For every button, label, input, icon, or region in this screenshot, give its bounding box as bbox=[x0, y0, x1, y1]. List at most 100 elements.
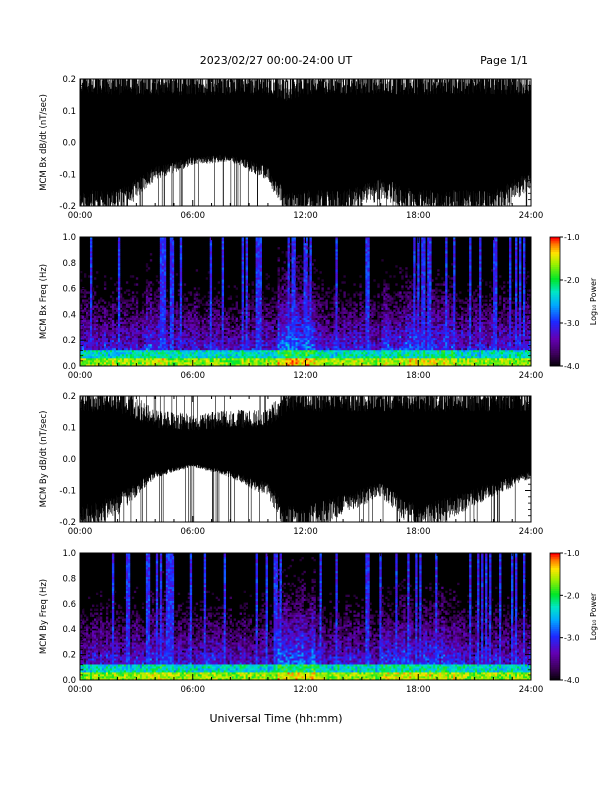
spectrogram-cell bbox=[189, 331, 193, 335]
spectrogram-cell bbox=[227, 321, 231, 325]
spectrogram-cell bbox=[169, 297, 173, 300]
spectrogram-cell bbox=[80, 345, 83, 349]
spectrogram-cell bbox=[161, 257, 165, 260]
spectrogram-cell bbox=[119, 363, 123, 367]
spectrogram-cell bbox=[259, 293, 262, 296]
spectrogram-cell bbox=[131, 353, 135, 357]
spectrogram-cell bbox=[155, 353, 159, 357]
spectrogram-cell bbox=[133, 325, 137, 329]
spectrogram-cell bbox=[213, 321, 217, 325]
spectrogram-cell bbox=[87, 359, 91, 363]
spectrogram-cell bbox=[303, 303, 306, 306]
spectrogram-cell bbox=[315, 359, 318, 363]
spectrogram-cell bbox=[245, 363, 248, 367]
spectrogram-cell bbox=[165, 331, 169, 335]
spectrogram-cell bbox=[207, 343, 211, 347]
spectrogram-cell bbox=[333, 333, 336, 337]
spectrogram-cell bbox=[329, 357, 332, 361]
spectrogram-cell bbox=[257, 247, 260, 250]
spectrogram-cell bbox=[263, 307, 266, 310]
spectrogram-cell bbox=[217, 355, 221, 359]
spectrogram-cell bbox=[159, 257, 163, 260]
spectrogram-cell bbox=[193, 301, 197, 304]
spectrogram-cell bbox=[175, 273, 179, 276]
spectrogram-cell bbox=[287, 283, 290, 286]
spectrogram-cell bbox=[293, 341, 296, 345]
spectrogram-cell bbox=[131, 331, 135, 335]
spectrogram-cell bbox=[145, 301, 149, 304]
spectrogram-cell bbox=[129, 339, 133, 343]
spectrogram-cell bbox=[175, 339, 179, 343]
spectrogram-cell bbox=[83, 289, 87, 292]
spectrogram-cell bbox=[221, 317, 225, 320]
spectrogram-cell bbox=[207, 319, 211, 323]
spectrogram-cell bbox=[163, 345, 167, 349]
spectrogram-cell bbox=[301, 341, 304, 345]
spectrogram-cell bbox=[121, 345, 125, 349]
spectrogram-cell bbox=[275, 313, 278, 316]
spectrogram-cell bbox=[157, 335, 161, 339]
spectrogram-cell bbox=[221, 285, 225, 288]
spectrogram-cell bbox=[323, 355, 326, 359]
spectrogram-cell bbox=[117, 241, 121, 244]
spectrogram-cell bbox=[309, 285, 312, 288]
spectrogram-cell bbox=[275, 349, 278, 353]
spectrogram-cell bbox=[295, 343, 298, 347]
spectrogram-cell bbox=[80, 309, 83, 312]
spectrogram-cell bbox=[80, 347, 83, 351]
spectrogram-cell bbox=[219, 359, 223, 363]
spectrogram-cell bbox=[263, 347, 266, 351]
spectrogram-cell bbox=[195, 355, 199, 359]
spectrogram-cell bbox=[259, 247, 262, 250]
spectrogram-cell bbox=[199, 319, 203, 323]
spectrogram-cell bbox=[141, 313, 145, 316]
spectrogram-cell bbox=[169, 301, 173, 304]
spectrogram-cell bbox=[183, 357, 187, 361]
spectrogram-cell bbox=[249, 329, 252, 333]
spectrogram-cell bbox=[117, 323, 121, 327]
spectrogram-cell bbox=[193, 363, 197, 367]
spectrogram-cell bbox=[239, 363, 242, 367]
spectrogram-cell bbox=[117, 289, 121, 292]
spectrogram-cell bbox=[80, 325, 83, 329]
spectrogram-cell bbox=[303, 327, 306, 331]
spectrogram-cell bbox=[193, 333, 197, 337]
spectrogram-cell bbox=[201, 339, 205, 343]
spectrogram-cell bbox=[245, 279, 248, 282]
spectrogram-cell bbox=[219, 333, 223, 337]
spectrogram-cell bbox=[279, 327, 282, 331]
spectrogram-cell bbox=[293, 335, 296, 339]
spectrogram-cell bbox=[293, 351, 296, 355]
spectrogram-cell bbox=[289, 313, 292, 316]
spectrogram-cell bbox=[291, 321, 294, 325]
spectrogram-cell bbox=[163, 251, 167, 254]
spectrogram-cell bbox=[249, 351, 252, 355]
spectrogram-cell bbox=[91, 353, 95, 357]
spectrogram-cell bbox=[149, 321, 153, 325]
spectrogram-cell bbox=[167, 337, 171, 341]
spectrogram-cell bbox=[311, 299, 314, 302]
spectrogram-cell bbox=[293, 257, 296, 260]
spectrogram-cell bbox=[219, 339, 223, 343]
spectrogram-cell bbox=[117, 255, 121, 258]
spectrogram-cell bbox=[119, 331, 123, 335]
spectrogram-cell bbox=[251, 297, 254, 300]
spectrogram-cell bbox=[135, 291, 139, 294]
spectrogram-cell bbox=[259, 287, 262, 290]
spectrogram-cell bbox=[225, 349, 229, 353]
spectrogram-cell bbox=[247, 329, 250, 333]
spectrogram-cell bbox=[297, 295, 300, 298]
spectrogram-cell bbox=[195, 351, 199, 355]
spectrogram-cell bbox=[201, 343, 205, 347]
spectrogram-cell bbox=[173, 323, 177, 327]
spectrogram-cell bbox=[99, 305, 103, 308]
spectrogram-cell bbox=[273, 349, 276, 353]
spectrogram-cell bbox=[241, 295, 244, 298]
spectrogram-cell bbox=[157, 325, 161, 329]
spectrogram-cell bbox=[289, 293, 292, 296]
spectrogram-cell bbox=[93, 341, 97, 345]
spectrogram-cell bbox=[177, 283, 181, 286]
spectrogram-cell bbox=[289, 341, 292, 345]
spectrogram-cell bbox=[269, 359, 272, 363]
